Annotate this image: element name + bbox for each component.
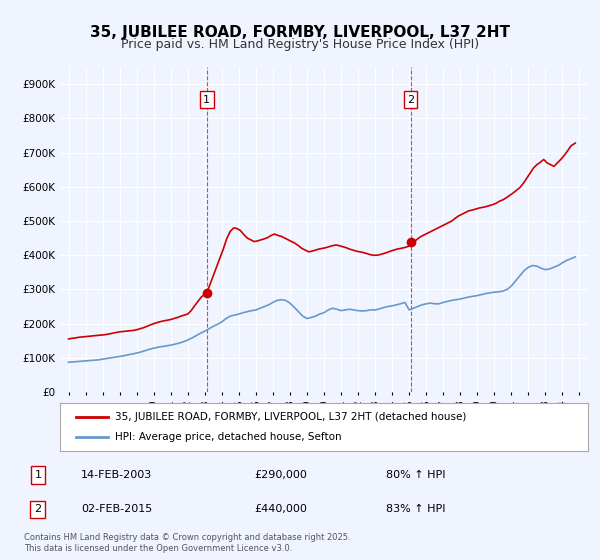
- Text: 80% ↑ HPI: 80% ↑ HPI: [386, 470, 446, 480]
- Text: 02-FEB-2015: 02-FEB-2015: [81, 505, 152, 515]
- Text: 35, JUBILEE ROAD, FORMBY, LIVERPOOL, L37 2HT (detached house): 35, JUBILEE ROAD, FORMBY, LIVERPOOL, L37…: [115, 412, 467, 422]
- Text: Price paid vs. HM Land Registry's House Price Index (HPI): Price paid vs. HM Land Registry's House …: [121, 38, 479, 51]
- Text: 14-FEB-2003: 14-FEB-2003: [81, 470, 152, 480]
- Text: 1: 1: [203, 95, 211, 105]
- Text: £290,000: £290,000: [254, 470, 307, 480]
- Text: 2: 2: [407, 95, 414, 105]
- Text: HPI: Average price, detached house, Sefton: HPI: Average price, detached house, Seft…: [115, 432, 342, 442]
- Text: 1: 1: [34, 470, 41, 480]
- Text: 83% ↑ HPI: 83% ↑ HPI: [386, 505, 446, 515]
- Text: £440,000: £440,000: [254, 505, 307, 515]
- Text: 2: 2: [34, 505, 41, 515]
- Text: 35, JUBILEE ROAD, FORMBY, LIVERPOOL, L37 2HT: 35, JUBILEE ROAD, FORMBY, LIVERPOOL, L37…: [90, 25, 510, 40]
- Text: Contains HM Land Registry data © Crown copyright and database right 2025.
This d: Contains HM Land Registry data © Crown c…: [24, 533, 350, 553]
